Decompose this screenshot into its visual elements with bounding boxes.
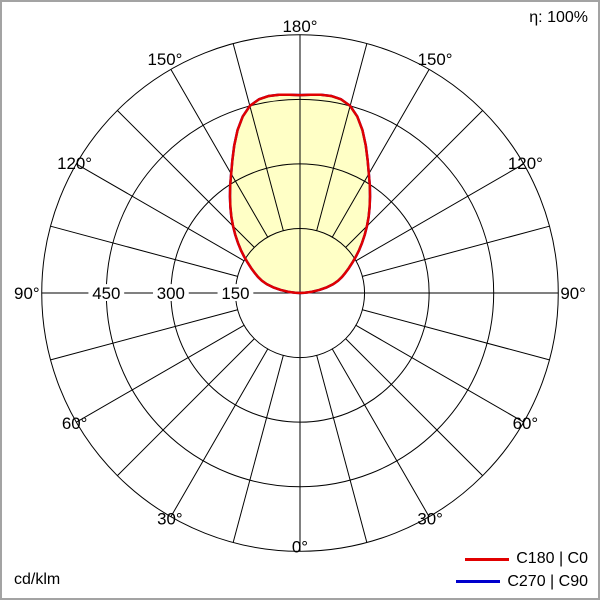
grid-spoke <box>76 163 245 262</box>
legend-line-blue-icon <box>456 580 501 584</box>
radial-tick-labels: 150 300 450 <box>88 284 254 303</box>
grid-spoke <box>316 355 368 543</box>
polar-grid <box>41 34 559 552</box>
grid-spoke <box>170 348 269 517</box>
legend-label-c180-c0: C180 | C0 <box>516 550 588 568</box>
radial-tick-label: 150 <box>221 284 249 303</box>
grid-spoke <box>76 324 245 423</box>
angle-label: 30° <box>417 509 443 528</box>
efficiency-label: η: 100% <box>529 9 588 26</box>
tick-label-halo <box>88 284 125 301</box>
tick-label-halo <box>217 284 254 301</box>
legend-item-c270-c90: C270 | C90 <box>456 573 588 591</box>
grid-spoke <box>170 69 269 238</box>
curve-strokes <box>228 93 372 295</box>
grid-spoke <box>316 43 368 231</box>
legend-line-red-icon <box>465 557 510 561</box>
unit-label: cd/klm <box>14 570 61 588</box>
grid-spoke <box>50 225 238 277</box>
angle-label: 180° <box>283 17 318 36</box>
legend-label-c270-c90: C270 | C90 <box>507 572 588 590</box>
angle-label: 150° <box>147 50 182 69</box>
angle-label: 90° <box>14 284 40 303</box>
grid-spoke <box>331 69 430 238</box>
grid-spoke <box>117 110 255 248</box>
angle-label: 0° <box>292 537 308 556</box>
grid-spoke <box>362 225 550 277</box>
grid-spoke <box>362 309 550 361</box>
grid-spoke <box>50 309 238 361</box>
angle-labels: 0° 30° 30° 60° 60° 90° 90° 120° 120° 150° 150° 180° <box>14 17 586 557</box>
angle-label: 30° <box>157 509 183 528</box>
angle-label: 60° <box>513 414 539 433</box>
radial-tick-label: 450 <box>92 284 120 303</box>
angle-label: 150° <box>418 50 453 69</box>
radial-tick-label: 300 <box>157 284 185 303</box>
grid-spoke <box>232 43 284 231</box>
tick-label-halo <box>152 284 189 301</box>
angle-label: 120° <box>508 154 543 173</box>
legend-item-c180-c0: C180 | C0 <box>465 550 588 568</box>
angle-label: 120° <box>57 154 92 173</box>
grid-spoke <box>331 348 430 517</box>
angle-label: 90° <box>560 284 586 303</box>
legend: C180 | C0 C270 | C90 <box>456 550 588 591</box>
grid-spoke <box>345 338 483 476</box>
curve-c180-c0 <box>228 93 372 295</box>
grid-spoke <box>355 324 524 423</box>
grid-spoke <box>232 355 284 543</box>
angle-label: 60° <box>62 414 88 433</box>
grid-spoke <box>355 163 524 262</box>
grid-spoke <box>117 338 255 476</box>
grid-spoke <box>345 110 483 248</box>
